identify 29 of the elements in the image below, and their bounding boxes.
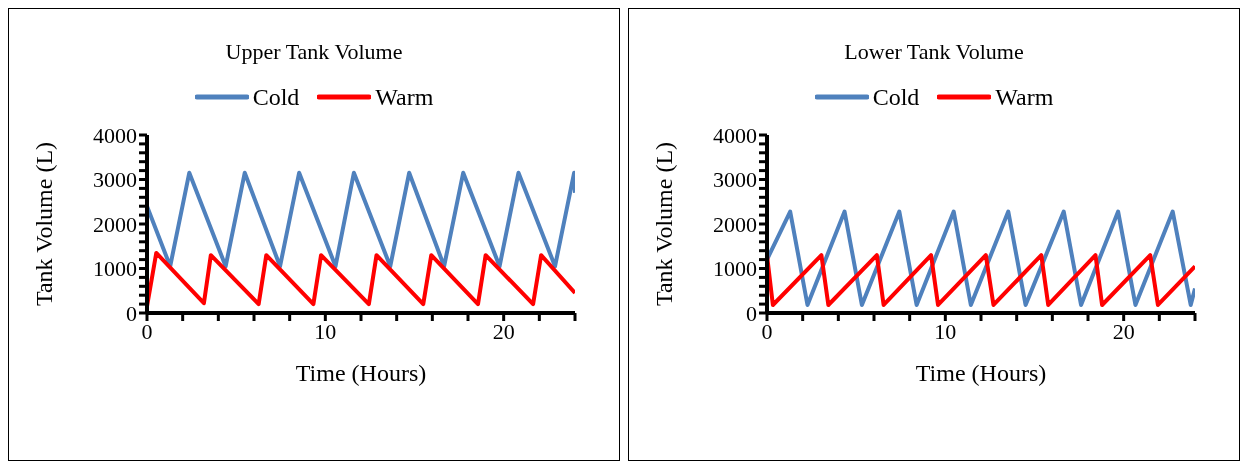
- x-tick-label: 20: [1112, 318, 1135, 344]
- line-series: [147, 170, 575, 269]
- x-tick-label: 10: [934, 318, 957, 344]
- y-tick-label: 2000: [713, 211, 757, 237]
- legend-label: Warm: [995, 83, 1054, 111]
- y-tick-label: 1000: [93, 256, 137, 282]
- y-tick-label: 2000: [93, 211, 137, 237]
- x-axis-title: Time (Hours): [295, 360, 427, 386]
- chart-title: Lower Tank Volume: [843, 39, 1025, 66]
- x-tick-label: 0: [761, 318, 773, 344]
- y-tick-label: 4000: [93, 122, 137, 148]
- y-tick-label: 0: [746, 300, 757, 326]
- x-axis-title: Time (Hours): [915, 360, 1047, 386]
- x-tick-label: 0: [141, 318, 153, 344]
- x-tick-label: 20: [492, 318, 515, 344]
- y-axis-title: Tank Volume (L): [650, 141, 677, 307]
- x-tick-label: 10: [314, 318, 337, 344]
- y-tick-label: 1000: [713, 256, 757, 282]
- y-tick-label: 0: [126, 300, 137, 326]
- y-tick-label: 4000: [713, 122, 757, 148]
- chart-title: Upper Tank Volume: [224, 39, 404, 66]
- legend-label: Warm: [375, 83, 434, 111]
- y-axis-title: Tank Volume (L): [30, 141, 57, 307]
- legend-label: Cold: [252, 83, 300, 111]
- y-tick-label: 3000: [713, 167, 757, 193]
- y-tick-label: 3000: [93, 167, 137, 193]
- line-series: [147, 250, 575, 309]
- legend-label: Cold: [872, 83, 920, 111]
- line-series: [767, 209, 1195, 307]
